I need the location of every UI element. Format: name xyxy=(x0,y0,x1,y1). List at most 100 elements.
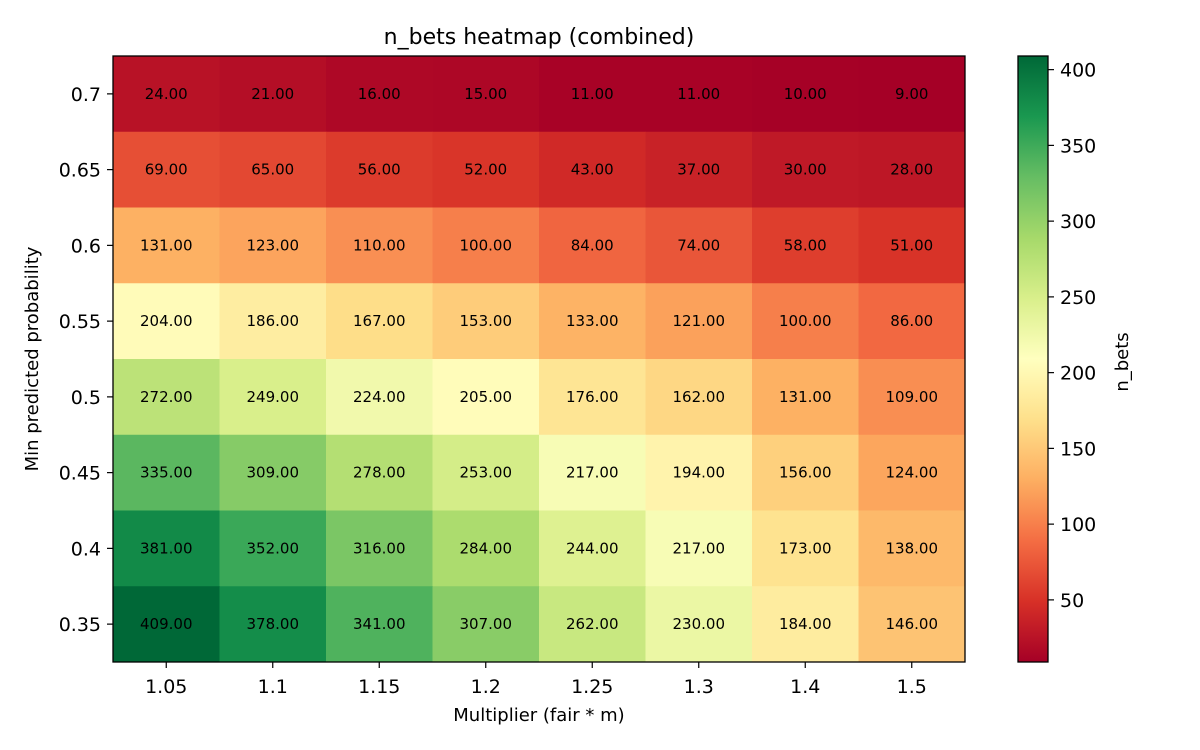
cell-value-label: 224.00 xyxy=(353,388,406,406)
heatmap-cell xyxy=(432,359,540,436)
heatmap-cell xyxy=(858,283,966,360)
heatmap-cell xyxy=(858,359,966,436)
colorbar-tick-label: 350 xyxy=(1060,135,1096,157)
heatmap-cell xyxy=(752,510,859,587)
cell-value-label: 262.00 xyxy=(566,615,619,633)
cell-value-label: 100.00 xyxy=(779,312,832,330)
colorbar-tick-label: 300 xyxy=(1060,211,1096,233)
cell-value-label: 309.00 xyxy=(247,464,300,482)
cell-value-label: 21.00 xyxy=(251,85,294,103)
heatmap-cell xyxy=(113,359,220,436)
cell-value-label: 230.00 xyxy=(673,615,726,633)
cell-value-label: 16.00 xyxy=(358,85,401,103)
heatmap-cell xyxy=(219,283,327,360)
x-tick-label: 1.05 xyxy=(145,676,187,698)
cell-value-label: 84.00 xyxy=(571,236,614,254)
heatmap-cell xyxy=(113,510,220,587)
cell-value-label: 186.00 xyxy=(247,312,300,330)
heatmap-cell xyxy=(539,586,646,663)
cell-value-label: 162.00 xyxy=(673,388,726,406)
cell-value-label: 138.00 xyxy=(886,539,939,557)
y-tick-label: 0.65 xyxy=(59,160,101,182)
heatmap-cell xyxy=(219,207,327,284)
colorbar xyxy=(1017,55,1049,663)
cell-value-label: 58.00 xyxy=(784,236,827,254)
heatmap-cell xyxy=(539,510,646,587)
y-tick-label: 0.6 xyxy=(71,235,101,257)
cell-value-label: 24.00 xyxy=(145,85,188,103)
cell-value-label: 100.00 xyxy=(460,236,513,254)
heatmap-cell xyxy=(539,131,646,208)
cell-value-label: 409.00 xyxy=(140,615,193,633)
y-tick-label: 0.45 xyxy=(59,463,101,485)
colorbar-tick-label: 50 xyxy=(1060,590,1084,612)
cell-value-label: 249.00 xyxy=(247,388,300,406)
colorbar-label: n_bets xyxy=(1112,332,1133,391)
heatmap-cell xyxy=(752,586,859,663)
heatmap-cell xyxy=(645,586,753,663)
cell-value-label: 123.00 xyxy=(247,236,300,254)
x-tick-label: 1.5 xyxy=(897,676,927,698)
colorbar-tick-label: 400 xyxy=(1060,60,1096,82)
cell-value-label: 284.00 xyxy=(460,539,513,557)
cell-value-label: 131.00 xyxy=(140,236,193,254)
y-axis-label: Min predicted probability xyxy=(22,246,43,471)
cell-value-label: 15.00 xyxy=(464,85,507,103)
cell-value-label: 10.00 xyxy=(784,85,827,103)
cell-value-label: 167.00 xyxy=(353,312,406,330)
cell-value-label: 9.00 xyxy=(895,85,928,103)
cell-value-label: 11.00 xyxy=(677,85,720,103)
cell-value-label: 316.00 xyxy=(353,539,406,557)
colorbar-tick-label: 200 xyxy=(1060,363,1096,385)
cell-value-label: 153.00 xyxy=(460,312,513,330)
heatmap-cell xyxy=(326,283,433,360)
heatmap-cell xyxy=(858,131,966,208)
heatmap-cell xyxy=(326,131,433,208)
cell-value-label: 51.00 xyxy=(890,236,933,254)
cell-value-label: 176.00 xyxy=(566,388,619,406)
cell-value-label: 56.00 xyxy=(358,161,401,179)
cell-value-label: 335.00 xyxy=(140,464,193,482)
heatmap-cell xyxy=(219,131,327,208)
cell-value-label: 11.00 xyxy=(571,85,614,103)
cell-value-label: 352.00 xyxy=(247,539,300,557)
x-tick-label: 1.3 xyxy=(684,676,714,698)
heatmap-cell xyxy=(752,283,859,360)
cell-value-label: 28.00 xyxy=(890,161,933,179)
x-tick-label: 1.25 xyxy=(571,676,613,698)
heatmap-cell xyxy=(113,434,220,511)
heatmap-cell xyxy=(539,359,646,436)
cell-value-label: 131.00 xyxy=(779,388,832,406)
heatmap-cells: 24.00 21.00 16.00 15.00 11.00 11.00 10.00 9.00 6… xyxy=(113,56,966,663)
cell-value-label: 184.00 xyxy=(779,615,832,633)
heatmap-cell xyxy=(113,586,220,663)
heatmap-cell xyxy=(858,434,966,511)
heatmap-cell xyxy=(539,56,646,133)
heatmap-cell xyxy=(113,56,220,133)
heatmap-cell xyxy=(432,434,540,511)
colorbar-tick-label: 250 xyxy=(1060,287,1096,309)
heatmap-cell xyxy=(219,586,327,663)
x-tick-label: 1.1 xyxy=(258,676,288,698)
heatmap-cell xyxy=(326,510,433,587)
cell-value-label: 217.00 xyxy=(673,539,726,557)
cell-value-label: 217.00 xyxy=(566,464,619,482)
x-tick-label: 1.4 xyxy=(790,676,820,698)
heatmap-cell xyxy=(219,434,327,511)
heatmap-cell xyxy=(645,510,753,587)
cell-value-label: 43.00 xyxy=(571,161,614,179)
heatmap-cell xyxy=(326,56,433,133)
cell-value-label: 52.00 xyxy=(464,161,507,179)
cell-value-label: 194.00 xyxy=(673,464,726,482)
heatmap-cell xyxy=(858,56,966,133)
heatmap-cell xyxy=(326,359,433,436)
x-tick-label: 1.15 xyxy=(358,676,400,698)
y-tick-label: 0.5 xyxy=(71,387,101,409)
cell-value-label: 110.00 xyxy=(353,236,406,254)
heatmap-cell xyxy=(645,56,753,133)
cell-value-label: 381.00 xyxy=(140,539,193,557)
heatmap-cell xyxy=(113,283,220,360)
heatmap-cell xyxy=(645,434,753,511)
colorbar-tick-label: 100 xyxy=(1060,514,1096,536)
